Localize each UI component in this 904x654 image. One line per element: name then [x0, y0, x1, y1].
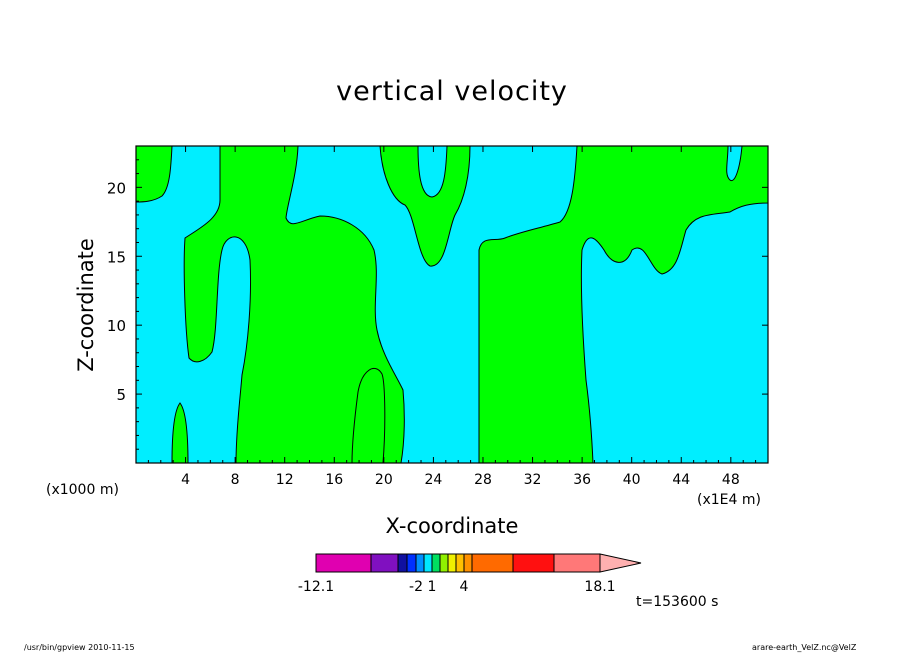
x-axis-unit-left: (x1000 m) [46, 482, 119, 498]
x-tick-label: 4 [181, 472, 190, 488]
x-tick-label: 32 [524, 472, 542, 488]
colorbar-tick-label: 18.1 [584, 579, 615, 595]
positive-region-top-left [135, 145, 173, 203]
colorbar-segment [455, 553, 465, 573]
y-tick-label: 10 [107, 317, 126, 335]
colorbar-segment [423, 553, 433, 573]
colorbar-tick-label: -2 [409, 579, 423, 595]
colorbar-segment [431, 553, 441, 573]
x-tick-label: 44 [672, 472, 690, 488]
x-tick-label: 36 [573, 472, 591, 488]
y-tick-label: 5 [116, 386, 126, 404]
x-tick-label: 40 [623, 472, 641, 488]
colorbar-segment [406, 553, 417, 573]
x-tick-label: 8 [231, 472, 240, 488]
y-axis-ticks: 5 10 15 20 [107, 159, 768, 450]
footer-source-file: arare-earth_VelZ.nc@VelZ [752, 643, 857, 652]
colorbar-segment [415, 553, 425, 573]
colorbar-segment [463, 553, 473, 573]
positive-regions [135, 145, 769, 464]
x-axis-label: X-coordinate [385, 514, 519, 538]
positive-region-left-spike [171, 402, 189, 464]
colorbar-tick-label: -12.1 [298, 579, 334, 595]
y-tick-label: 20 [107, 179, 126, 197]
colorbar-max-arrow [599, 553, 642, 573]
colorbar-tick-label: 1 [428, 579, 437, 595]
colorbar-segment [553, 553, 601, 573]
time-label: t=153600 s [636, 594, 719, 610]
chart-title: vertical velocity [336, 76, 568, 107]
colorbar-tick-label: 4 [460, 579, 469, 595]
positive-region-mid [379, 145, 471, 267]
colorbar-segment [397, 553, 408, 573]
colorbar-segment [315, 553, 372, 573]
x-tick-label: 24 [424, 472, 442, 488]
x-tick-label: 16 [325, 472, 343, 488]
y-axis-label: Z-coordinate [74, 238, 98, 372]
x-tick-label: 48 [722, 472, 740, 488]
y-tick-label: 15 [107, 248, 126, 266]
x-axis-ticks: 4 8 12 16 20 24 28 32 36 40 44 48 [147, 146, 757, 488]
x-tick-label: 12 [276, 472, 294, 488]
x-tick-label: 28 [474, 472, 492, 488]
colorbar-segment [439, 553, 449, 573]
colorbar-segment [447, 553, 457, 573]
plot-frame [135, 145, 769, 464]
x-tick-label: 20 [375, 472, 393, 488]
x-axis-unit-right: (x1E4 m) [697, 492, 761, 508]
positive-region-main [183, 145, 405, 464]
footer-program-date: /usr/bin/gpview 2010-11-15 [24, 643, 135, 652]
colorbar-segment [370, 553, 399, 573]
colorbar-segment [512, 553, 555, 573]
colorbar: -12.1 -2 1 4 18.1 [298, 553, 642, 595]
colorbar-segment [471, 553, 514, 573]
positive-region-right [478, 145, 769, 464]
